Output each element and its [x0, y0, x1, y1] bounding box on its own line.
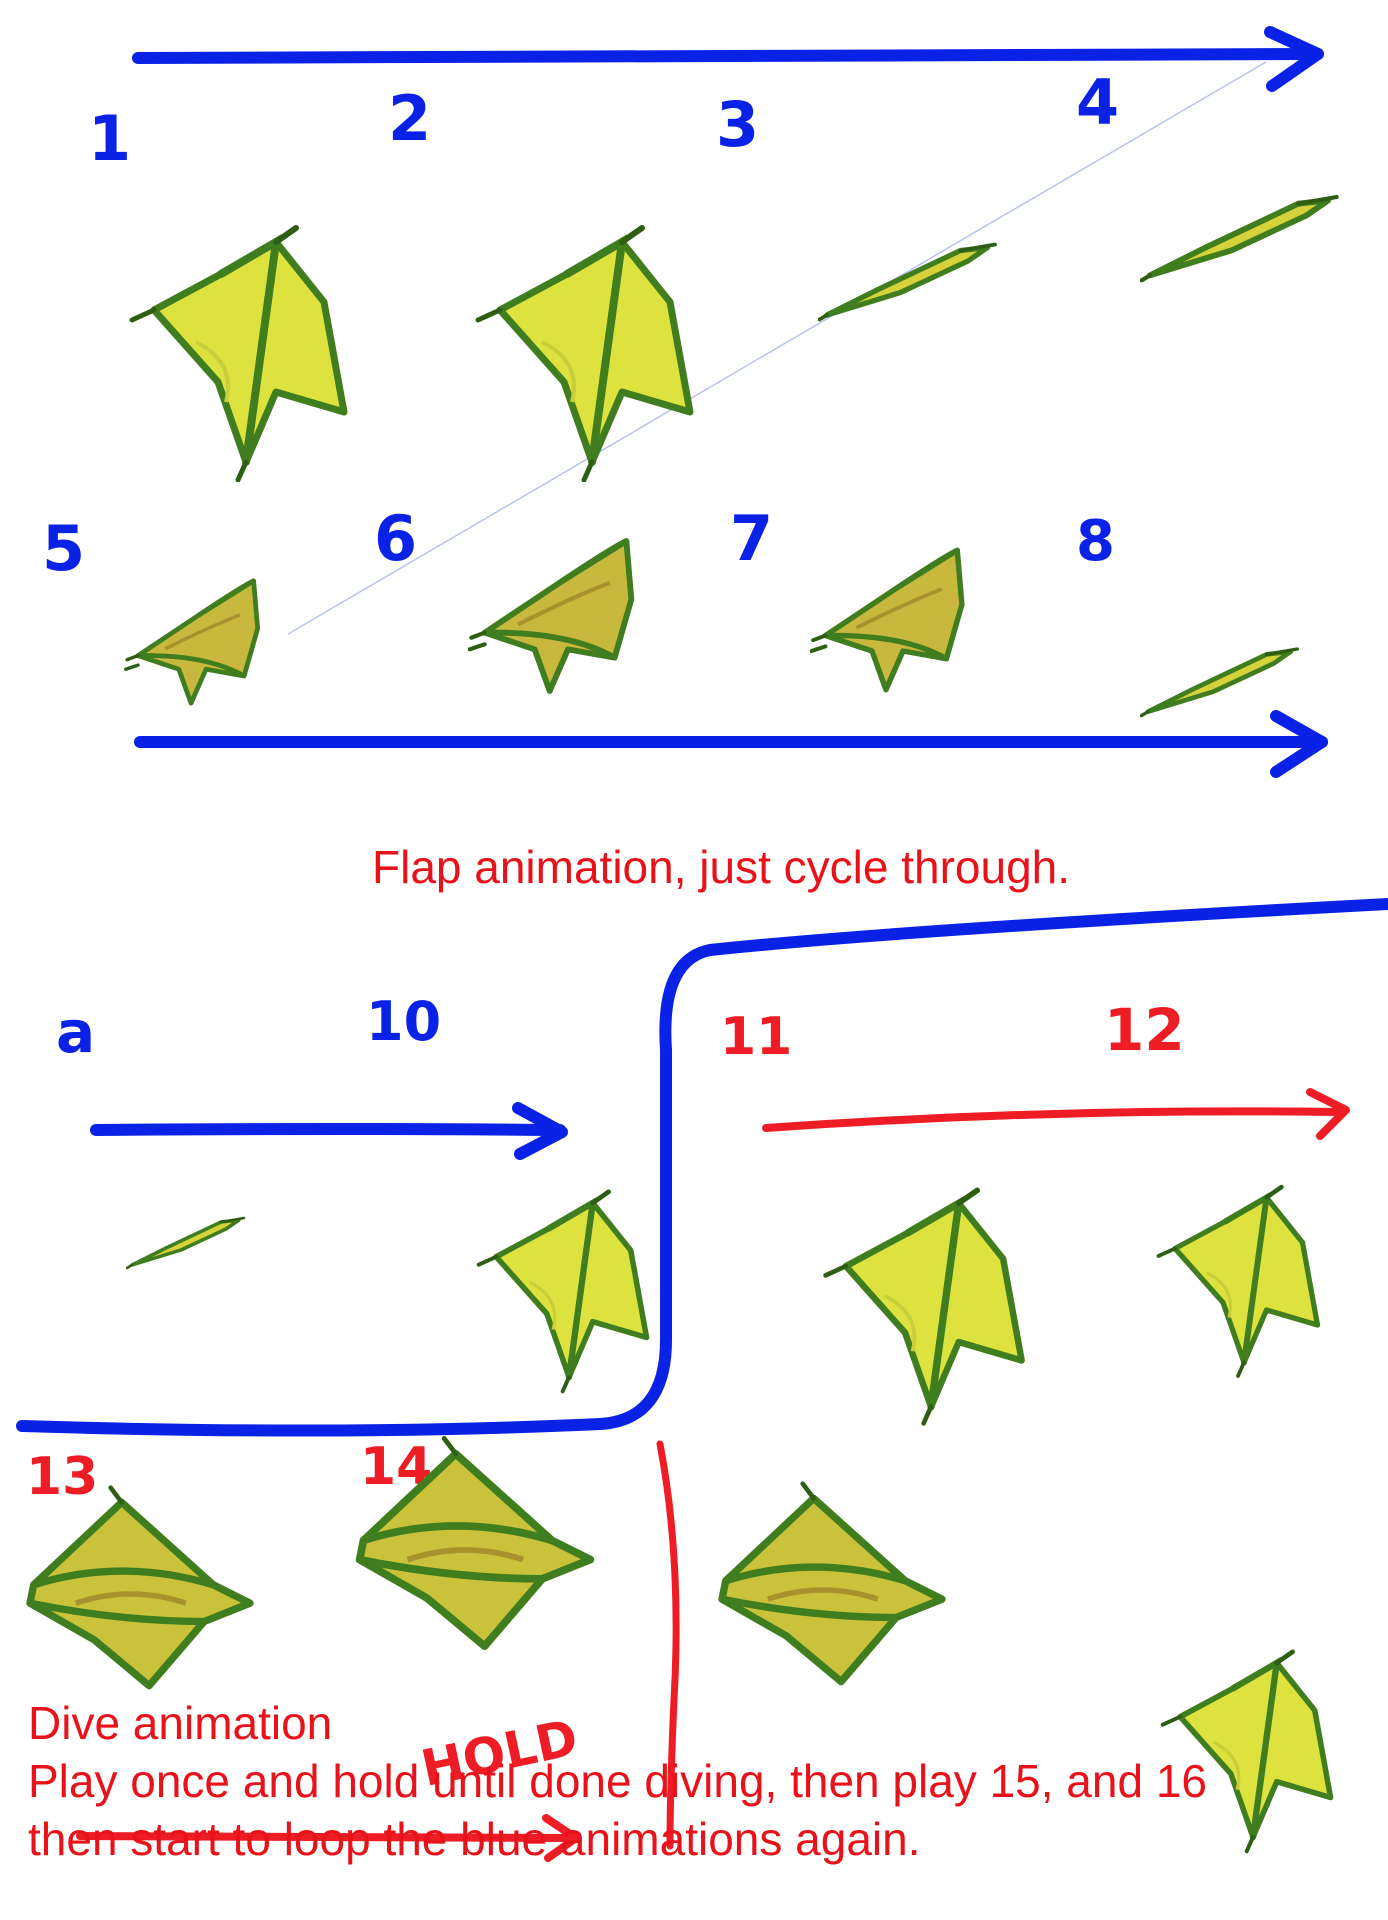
hold-divider [656, 1440, 680, 1850]
frame-label-13: 13 [26, 1447, 98, 1507]
frame-label-10: 10 [366, 990, 441, 1053]
wing-icon-frame-9 [127, 1218, 244, 1268]
frame-label-11: 11 [720, 1007, 792, 1067]
wing-icon-frame-11 [826, 1190, 1022, 1423]
wing-icon-frame-8 [1141, 649, 1297, 716]
frame-label-2: 2 [388, 82, 431, 155]
frame-label-12: 12 [1104, 996, 1185, 1064]
dive-caption-line2: then start to loop the blue animations a… [28, 1813, 921, 1865]
frame-label-3: 3 [716, 88, 759, 161]
dive-arrow-blue [90, 1102, 568, 1160]
frame-label-5: 5 [42, 512, 85, 585]
wing-icon-frame-2 [478, 228, 690, 480]
wing-icon-frame-4 [1142, 197, 1337, 280]
flap-arrow-top [132, 26, 1324, 92]
section-divider [16, 898, 1388, 1437]
wing-icon-frame-3 [820, 245, 996, 320]
wing-icon-frame-7 [812, 550, 962, 690]
frame-label-9: a [56, 998, 95, 1066]
dive-arrow-red [762, 1088, 1350, 1140]
wing-icon-frame-1 [132, 228, 344, 480]
hold-arrow [76, 1814, 580, 1862]
wing-icon-frame-13 [30, 1488, 250, 1686]
frame-label-6: 6 [374, 502, 417, 575]
flap-caption: Flap animation, just cycle through. [372, 841, 1071, 893]
dive-caption-title: Dive animation [28, 1697, 333, 1749]
frame-label-7: 7 [730, 502, 773, 575]
wing-icon-frame-15 [722, 1484, 942, 1682]
wing-icon-frame-6 [470, 541, 632, 691]
wing-icon-frame-5 [126, 581, 258, 703]
wing-icon-frame-10 [479, 1192, 647, 1392]
frame-label-1: 1 [88, 102, 131, 175]
dive-caption-line1: Play once and hold until done diving, th… [28, 1755, 1207, 1807]
frame-label-4: 4 [1076, 66, 1119, 139]
wing-icon-frame-12 [1159, 1187, 1318, 1376]
flap-arrow-bottom [134, 710, 1328, 778]
guide-line [287, 61, 1267, 635]
frame-label-8: 8 [1076, 509, 1115, 574]
